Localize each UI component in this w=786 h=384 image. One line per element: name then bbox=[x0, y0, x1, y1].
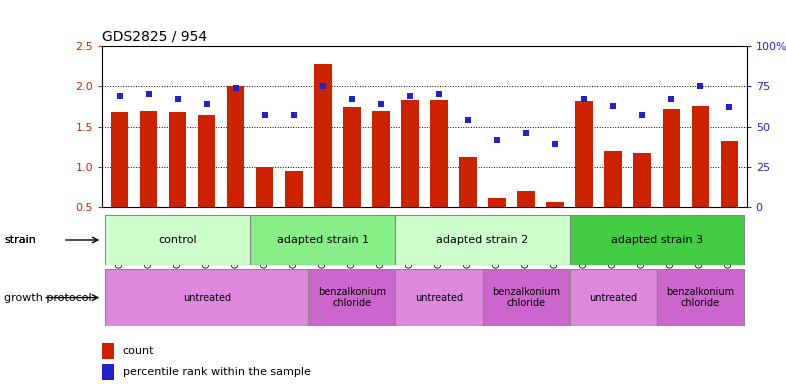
Text: adapted strain 1: adapted strain 1 bbox=[277, 235, 369, 245]
Bar bbox=[308, 269, 395, 326]
Bar bbox=[692, 106, 709, 207]
Bar bbox=[604, 151, 622, 207]
Point bbox=[317, 83, 329, 89]
Bar bbox=[169, 112, 186, 207]
Bar bbox=[198, 115, 215, 207]
Bar bbox=[395, 269, 483, 326]
Bar bbox=[663, 109, 680, 207]
Bar bbox=[656, 269, 744, 326]
Bar bbox=[459, 157, 476, 207]
Bar bbox=[102, 364, 114, 380]
Bar bbox=[546, 202, 564, 207]
Text: strain: strain bbox=[4, 235, 36, 245]
Bar bbox=[483, 269, 570, 326]
Point bbox=[490, 137, 503, 143]
Text: GDS2825 / 954: GDS2825 / 954 bbox=[102, 30, 208, 43]
Bar bbox=[575, 101, 593, 207]
Bar bbox=[570, 269, 656, 326]
Text: control: control bbox=[158, 235, 197, 245]
Point bbox=[259, 113, 271, 119]
Bar bbox=[373, 111, 390, 207]
Bar bbox=[102, 343, 114, 359]
Bar bbox=[721, 141, 738, 207]
Bar bbox=[343, 107, 361, 207]
Point bbox=[200, 101, 213, 107]
Point bbox=[520, 130, 532, 136]
Point bbox=[461, 117, 474, 123]
Bar bbox=[401, 100, 419, 207]
Point bbox=[142, 91, 155, 98]
Text: benzalkonium
chloride: benzalkonium chloride bbox=[318, 287, 386, 308]
Bar bbox=[105, 269, 308, 326]
Point bbox=[375, 101, 387, 107]
Bar bbox=[430, 100, 448, 207]
Point bbox=[665, 96, 678, 103]
Point bbox=[288, 113, 300, 119]
Point bbox=[113, 93, 126, 99]
Text: untreated: untreated bbox=[415, 293, 463, 303]
Bar bbox=[285, 171, 303, 207]
Bar bbox=[256, 167, 274, 207]
Text: strain: strain bbox=[4, 235, 36, 245]
Bar bbox=[395, 215, 570, 265]
Point bbox=[607, 103, 619, 109]
Text: benzalkonium
chloride: benzalkonium chloride bbox=[492, 287, 560, 308]
Text: percentile rank within the sample: percentile rank within the sample bbox=[123, 367, 310, 377]
Text: count: count bbox=[123, 346, 154, 356]
Point bbox=[636, 113, 648, 119]
Point bbox=[723, 104, 736, 111]
Bar bbox=[105, 215, 250, 265]
Point bbox=[694, 83, 707, 89]
Text: untreated: untreated bbox=[589, 293, 637, 303]
Text: untreated: untreated bbox=[182, 293, 231, 303]
Point bbox=[171, 96, 184, 103]
Bar bbox=[140, 111, 157, 207]
Bar bbox=[570, 215, 744, 265]
Bar bbox=[227, 86, 244, 207]
Point bbox=[404, 93, 417, 99]
Text: growth protocol: growth protocol bbox=[4, 293, 91, 303]
Bar bbox=[634, 153, 651, 207]
Point bbox=[549, 141, 561, 147]
Bar bbox=[111, 112, 128, 207]
Bar bbox=[488, 198, 505, 207]
Text: benzalkonium
chloride: benzalkonium chloride bbox=[667, 287, 734, 308]
Bar bbox=[314, 64, 332, 207]
Point bbox=[346, 96, 358, 103]
Bar bbox=[250, 215, 395, 265]
Text: adapted strain 2: adapted strain 2 bbox=[436, 235, 529, 245]
Point bbox=[432, 91, 445, 98]
Point bbox=[230, 85, 242, 91]
Bar bbox=[517, 191, 534, 207]
Text: adapted strain 3: adapted strain 3 bbox=[611, 235, 703, 245]
Point bbox=[578, 96, 590, 103]
